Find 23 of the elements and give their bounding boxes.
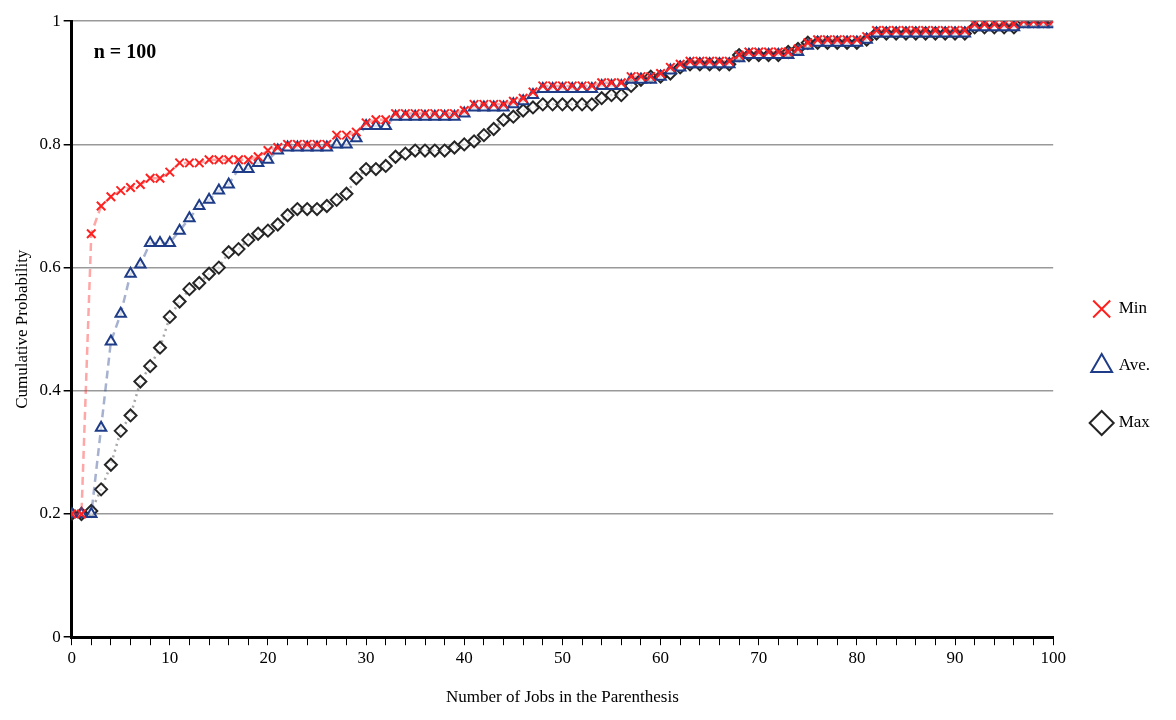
legend-label: Min	[1118, 298, 1148, 318]
x-tick-label: 60	[652, 647, 670, 667]
annotation: n = 100	[93, 40, 157, 63]
x-tick-label: 40	[455, 647, 473, 667]
x-tick-label: 10	[161, 647, 179, 667]
x-tick-label: 20	[259, 647, 277, 667]
y-axis-title: Cumulative Probability	[11, 249, 31, 409]
y-tick-label: 0.8	[39, 133, 61, 153]
y-tick-label: 1	[52, 10, 61, 30]
y-tick-label: 0	[52, 626, 61, 646]
x-tick-label: 0	[67, 647, 76, 667]
x-tick-label: 90	[946, 647, 964, 667]
legend-label: Max	[1118, 412, 1151, 432]
legend-label: Ave.	[1118, 355, 1150, 375]
y-tick-label: 0.4	[39, 380, 62, 400]
y-tick-label: 0.6	[39, 257, 61, 277]
x-axis-title: Number of Jobs in the Parenthesis	[446, 687, 679, 707]
y-tick-label: 0.2	[39, 503, 61, 523]
x-tick-label: 80	[848, 647, 866, 667]
x-tick-label: 70	[750, 647, 768, 667]
x-tick-label: 100	[1040, 647, 1066, 667]
x-tick-label: 30	[357, 647, 375, 667]
x-tick-label: 50	[553, 647, 571, 667]
